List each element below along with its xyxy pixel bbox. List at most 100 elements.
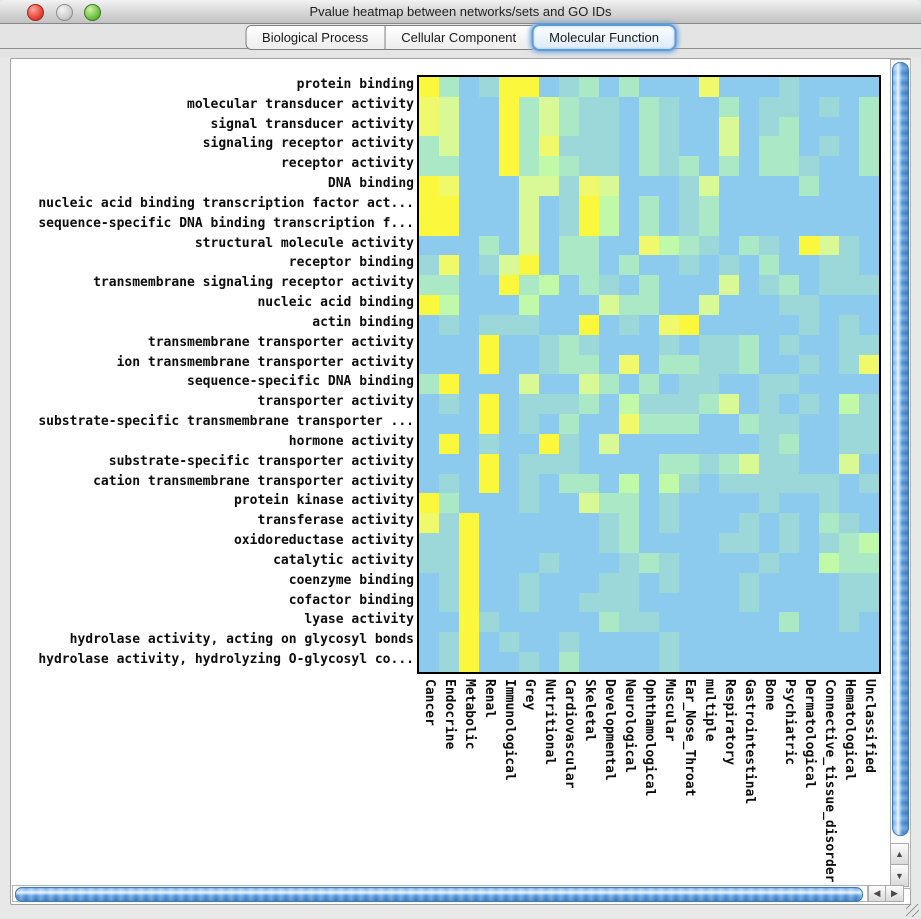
heatmap-row <box>419 334 879 355</box>
heatmap-cell <box>759 116 779 137</box>
heatmap-cell <box>579 572 599 593</box>
heatmap-cell <box>679 453 699 474</box>
heatmap-cell <box>659 473 679 494</box>
scroll-down-button[interactable]: ▼ <box>890 865 909 887</box>
heatmap-cell <box>759 136 779 157</box>
scroll-up-button[interactable]: ▲ <box>890 843 909 865</box>
heatmap-cell <box>719 235 739 256</box>
horizontal-scrollbar-thumb[interactable] <box>15 887 863 902</box>
heatmap-cell <box>579 533 599 553</box>
heatmap-cell <box>559 215 579 236</box>
heatmap-cell <box>779 176 799 196</box>
scroll-left-button[interactable]: ◀ <box>868 885 886 902</box>
heatmap-cell <box>719 552 739 573</box>
heatmap-cell <box>519 552 539 573</box>
heatmap-cell <box>639 552 659 573</box>
heatmap-cell <box>459 592 479 613</box>
go-term-row-label: molecular transducer activity <box>187 96 414 112</box>
heatmap-cell <box>439 592 459 613</box>
heatmap-cell <box>459 612 479 633</box>
heatmap-row <box>419 394 879 415</box>
heatmap-cell <box>599 295 619 315</box>
heatmap-cell <box>819 612 839 633</box>
heatmap-cell <box>639 156 659 177</box>
heatmap-row <box>419 612 879 633</box>
heatmap-cell <box>419 255 439 276</box>
heatmap-cell <box>539 176 559 196</box>
heatmap-cell <box>419 592 439 613</box>
heatmap-cell <box>459 374 479 395</box>
heatmap-cell <box>599 652 619 672</box>
heatmap-cell <box>719 314 739 335</box>
heatmap-cell <box>579 354 599 375</box>
heatmap-cell <box>619 275 639 296</box>
heatmap-cell <box>419 414 439 434</box>
heatmap-cell <box>739 314 759 335</box>
go-term-row-label: substrate-specific transporter activity <box>108 453 414 469</box>
heatmap-cell <box>419 77 439 97</box>
tab-biological-process[interactable]: Biological Process <box>245 25 385 50</box>
heatmap-cell <box>519 136 539 157</box>
heatmap-cell <box>579 513 599 534</box>
vertical-scrollbar[interactable] <box>890 59 911 889</box>
heatmap-cell <box>679 215 699 236</box>
heatmap-cell <box>819 652 839 672</box>
heatmap-cell <box>579 394 599 415</box>
network-column-label: multiple <box>701 679 717 742</box>
heatmap-cell <box>799 176 819 196</box>
heatmap-cell <box>719 156 739 177</box>
heatmap-cell <box>479 334 499 355</box>
heatmap-cell <box>819 96 839 117</box>
network-column-label: Skeletal <box>581 679 597 742</box>
heatmap-cell <box>639 493 659 514</box>
horizontal-scrollbar[interactable] <box>12 885 868 902</box>
close-button-icon[interactable] <box>27 4 44 21</box>
heatmap-cell <box>859 235 879 256</box>
vertical-scrollbar-thumb[interactable] <box>892 62 909 836</box>
heatmap-cell <box>799 96 819 117</box>
heatmap-cell <box>519 334 539 355</box>
zoom-button-icon[interactable] <box>84 4 101 21</box>
heatmap-cell <box>639 354 659 375</box>
minimize-button-icon[interactable] <box>56 4 73 21</box>
heatmap-cell <box>479 513 499 534</box>
tab-molecular-function[interactable]: Molecular Function <box>531 24 677 51</box>
heatmap-cell <box>859 314 879 335</box>
heatmap-cell <box>739 235 759 256</box>
heatmap-cell <box>699 652 719 672</box>
scroll-right-button[interactable]: ▶ <box>886 885 904 902</box>
tab-cellular-component[interactable]: Cellular Component <box>384 25 533 50</box>
heatmap-cell <box>759 156 779 177</box>
heatmap-cell <box>839 433 859 454</box>
heatmap-cell <box>599 493 619 514</box>
heatmap-cell <box>559 334 579 355</box>
heatmap-cell <box>719 374 739 395</box>
heatmap-cell <box>619 314 639 335</box>
heatmap-cell <box>739 612 759 633</box>
heatmap-cell <box>639 453 659 474</box>
heatmap-cell <box>679 592 699 613</box>
go-term-row-label: cation transmembrane transporter activit… <box>93 473 414 489</box>
heatmap-cell <box>639 592 659 613</box>
go-term-row-label: actin binding <box>312 314 414 330</box>
heatmap-cell <box>499 473 519 494</box>
heatmap-cell <box>859 96 879 117</box>
heatmap-cell <box>479 552 499 573</box>
heatmap-cell <box>739 334 759 355</box>
heatmap-cell <box>439 156 459 177</box>
heatmap-cell <box>539 473 559 494</box>
heatmap-cell <box>819 176 839 196</box>
heatmap-cell <box>459 116 479 137</box>
heatmap-cell <box>679 533 699 553</box>
heatmap-cell <box>719 632 739 653</box>
heatmap-cell <box>559 552 579 573</box>
heatmap-cell <box>619 572 639 593</box>
resize-grip[interactable] <box>906 904 919 917</box>
heatmap-cell <box>859 156 879 177</box>
heatmap-cell <box>799 275 819 296</box>
heatmap-cell <box>559 592 579 613</box>
heatmap-cell <box>799 235 819 256</box>
heatmap-cell <box>499 255 519 276</box>
heatmap-cell <box>479 533 499 553</box>
heatmap-row <box>419 215 879 236</box>
